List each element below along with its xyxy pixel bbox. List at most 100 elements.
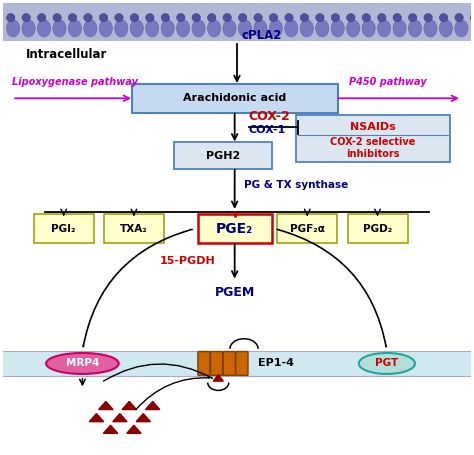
Polygon shape — [127, 425, 141, 433]
Circle shape — [130, 14, 138, 22]
Circle shape — [300, 14, 309, 22]
Ellipse shape — [269, 20, 283, 37]
Circle shape — [161, 14, 170, 22]
Ellipse shape — [393, 20, 406, 37]
Circle shape — [37, 14, 46, 22]
Text: 15-PGDH: 15-PGDH — [160, 256, 216, 266]
Ellipse shape — [238, 20, 252, 37]
Circle shape — [84, 14, 92, 22]
Ellipse shape — [130, 20, 143, 37]
Text: EP1-4: EP1-4 — [258, 359, 294, 369]
Circle shape — [316, 14, 324, 22]
Text: COX-2: COX-2 — [249, 110, 291, 123]
Circle shape — [362, 14, 371, 22]
Polygon shape — [213, 374, 223, 381]
Circle shape — [285, 14, 293, 22]
Circle shape — [115, 14, 123, 22]
Circle shape — [223, 14, 231, 22]
FancyBboxPatch shape — [296, 115, 450, 162]
Text: PGD₂: PGD₂ — [363, 223, 392, 233]
Circle shape — [7, 14, 15, 22]
Circle shape — [269, 14, 278, 22]
FancyBboxPatch shape — [174, 142, 272, 169]
FancyArrowPatch shape — [277, 229, 386, 347]
Ellipse shape — [409, 20, 421, 37]
Ellipse shape — [359, 353, 415, 374]
Circle shape — [146, 14, 154, 22]
FancyBboxPatch shape — [132, 84, 337, 113]
Ellipse shape — [177, 20, 190, 37]
FancyBboxPatch shape — [198, 352, 210, 375]
Polygon shape — [146, 401, 160, 410]
Circle shape — [393, 14, 401, 22]
Circle shape — [22, 14, 30, 22]
FancyBboxPatch shape — [34, 214, 94, 243]
Circle shape — [177, 14, 185, 22]
Circle shape — [346, 14, 355, 22]
Ellipse shape — [68, 20, 82, 37]
Ellipse shape — [377, 20, 391, 37]
Text: Intracellular: Intracellular — [26, 48, 108, 61]
Circle shape — [331, 14, 339, 22]
FancyBboxPatch shape — [236, 352, 248, 375]
FancyBboxPatch shape — [104, 214, 164, 243]
Ellipse shape — [223, 20, 236, 37]
Ellipse shape — [424, 20, 437, 37]
Ellipse shape — [22, 20, 35, 37]
Circle shape — [238, 14, 247, 22]
Circle shape — [377, 14, 386, 22]
Circle shape — [455, 14, 463, 22]
Text: P450 pathway: P450 pathway — [349, 77, 427, 87]
Polygon shape — [99, 401, 113, 410]
Text: cPLA2: cPLA2 — [242, 29, 282, 42]
Circle shape — [99, 14, 108, 22]
Text: PGF₂α: PGF₂α — [290, 223, 325, 233]
Ellipse shape — [192, 20, 205, 37]
Polygon shape — [89, 414, 104, 422]
Text: Arachidonic acid: Arachidonic acid — [183, 93, 286, 103]
Ellipse shape — [7, 20, 19, 37]
Ellipse shape — [99, 20, 112, 37]
Ellipse shape — [362, 20, 375, 37]
Ellipse shape — [316, 20, 329, 37]
FancyBboxPatch shape — [277, 214, 337, 243]
Text: PGT: PGT — [375, 359, 399, 369]
Ellipse shape — [84, 20, 97, 37]
Text: PGEM: PGEM — [215, 286, 255, 299]
Ellipse shape — [46, 353, 118, 374]
Ellipse shape — [346, 20, 360, 37]
Ellipse shape — [455, 20, 468, 37]
Circle shape — [409, 14, 417, 22]
Text: PGE₂: PGE₂ — [216, 222, 253, 236]
Circle shape — [424, 14, 432, 22]
Polygon shape — [113, 414, 127, 422]
Polygon shape — [136, 414, 150, 422]
Text: TXA₂: TXA₂ — [120, 223, 148, 233]
Ellipse shape — [37, 20, 51, 37]
FancyBboxPatch shape — [3, 351, 471, 376]
FancyBboxPatch shape — [210, 352, 223, 375]
Polygon shape — [122, 401, 137, 410]
Ellipse shape — [115, 20, 128, 37]
Circle shape — [208, 14, 216, 22]
Circle shape — [439, 14, 448, 22]
FancyBboxPatch shape — [223, 352, 236, 375]
Circle shape — [254, 14, 262, 22]
Circle shape — [53, 14, 61, 22]
Text: PG & TX synthase: PG & TX synthase — [244, 180, 348, 190]
FancyArrowPatch shape — [103, 364, 212, 381]
Text: NSAIDs: NSAIDs — [350, 122, 396, 132]
Text: MRP4: MRP4 — [66, 359, 99, 369]
Circle shape — [470, 14, 474, 22]
FancyBboxPatch shape — [3, 3, 471, 41]
Ellipse shape — [146, 20, 159, 37]
Ellipse shape — [161, 20, 174, 37]
FancyBboxPatch shape — [198, 214, 272, 243]
Polygon shape — [103, 425, 118, 433]
Text: PGH2: PGH2 — [206, 151, 240, 161]
Text: COX-2 selective
inhibitors: COX-2 selective inhibitors — [330, 137, 416, 159]
Text: COX-1: COX-1 — [249, 125, 286, 135]
FancyBboxPatch shape — [347, 214, 408, 243]
Text: PGI₂: PGI₂ — [51, 223, 76, 233]
Ellipse shape — [439, 20, 453, 37]
